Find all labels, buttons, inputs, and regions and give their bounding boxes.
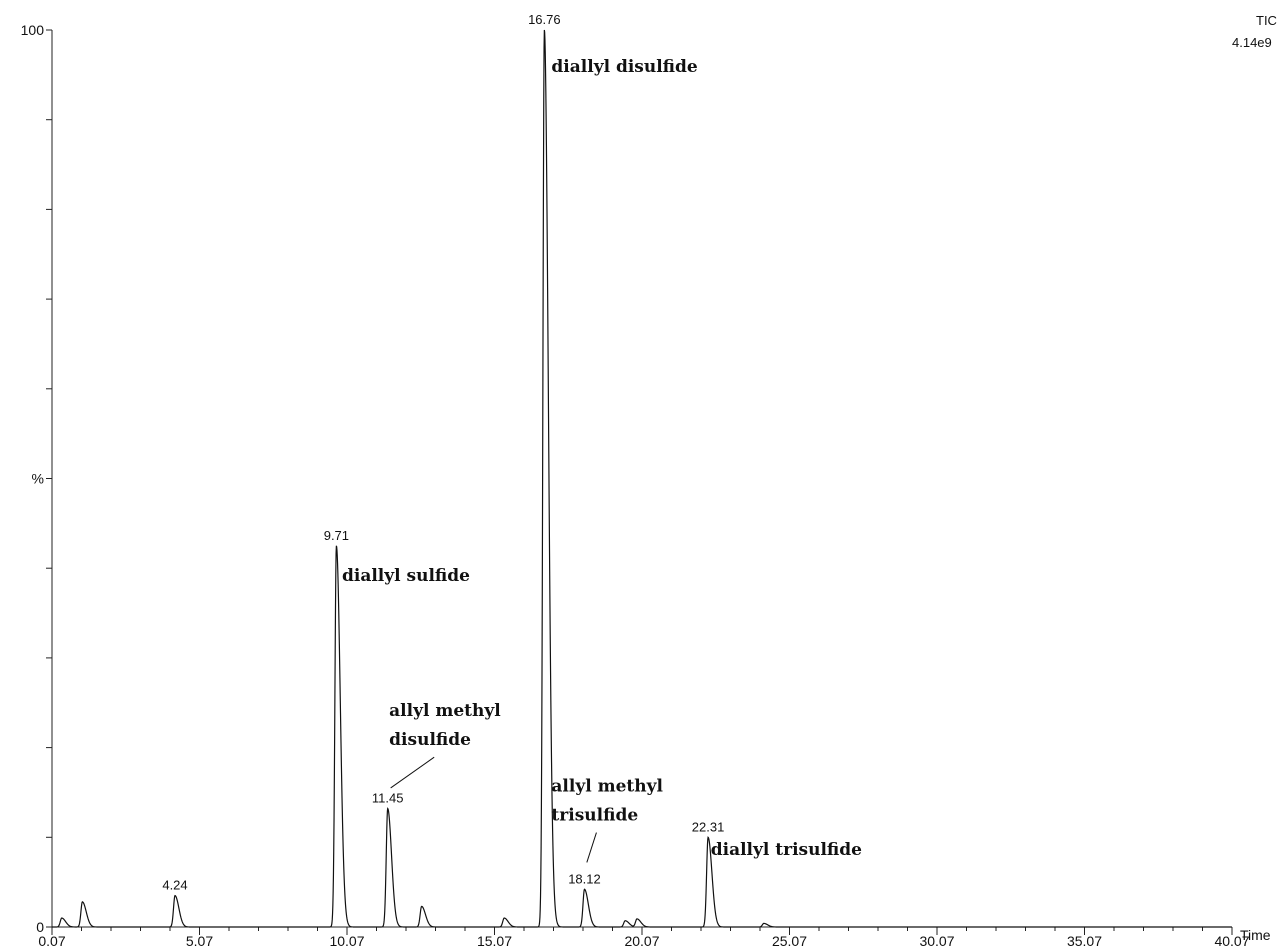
peak-annotations: diallyl disulfide diallyl sulfide allyl me…	[342, 57, 862, 863]
compound-annotation: diallyl trisulfide	[711, 840, 862, 860]
compound-annotation: disulfide	[389, 730, 471, 750]
y-tick-label: 0	[36, 919, 44, 935]
peak-labels: 4.24 9.71 11.45 16.76 18.12 22.31	[162, 12, 724, 893]
peak-label: 11.45	[372, 791, 404, 806]
x-tick-label: 30.07	[919, 933, 954, 949]
tic-trace-line	[52, 29, 1232, 928]
peak-label: 18.12	[568, 871, 601, 886]
peak-label: 22.31	[692, 819, 725, 834]
annotation-leader-line	[390, 756, 435, 789]
compound-annotation: allyl methyl	[389, 701, 501, 721]
compound-annotation: allyl methyl	[551, 777, 663, 797]
x-tick-label: 20.07	[624, 933, 659, 949]
peak-label: 9.71	[324, 528, 349, 543]
chart-trace	[52, 29, 1232, 928]
intensity-label: 4.14e9	[1232, 35, 1272, 50]
y-tick-label: %	[32, 471, 44, 487]
trace-label: TIC	[1256, 13, 1277, 28]
x-tick-label: 0.07	[38, 933, 65, 949]
x-tick-label: 40.07	[1214, 933, 1249, 949]
x-axis-title: Time	[1240, 927, 1271, 943]
x-tick-label: 5.07	[186, 933, 213, 949]
x-tick-label: 25.07	[772, 933, 807, 949]
y-tick-label: 100	[21, 22, 45, 38]
compound-annotation: trisulfide	[551, 806, 638, 826]
x-tick-label: 35.07	[1067, 933, 1102, 949]
peak-label: 4.24	[162, 878, 187, 893]
peak-label: 16.76	[528, 12, 561, 27]
compound-annotation: diallyl sulfide	[342, 566, 470, 586]
annotation-leader-line	[586, 832, 597, 863]
chart-ticks: 0.07 5.07 10.07 15.07 20.07 25.07 30.07 35.07 40…	[21, 22, 1271, 949]
x-tick-label: 10.07	[329, 933, 364, 949]
compound-annotation: diallyl disulfide	[551, 57, 698, 77]
x-tick-label: 15.07	[477, 933, 512, 949]
